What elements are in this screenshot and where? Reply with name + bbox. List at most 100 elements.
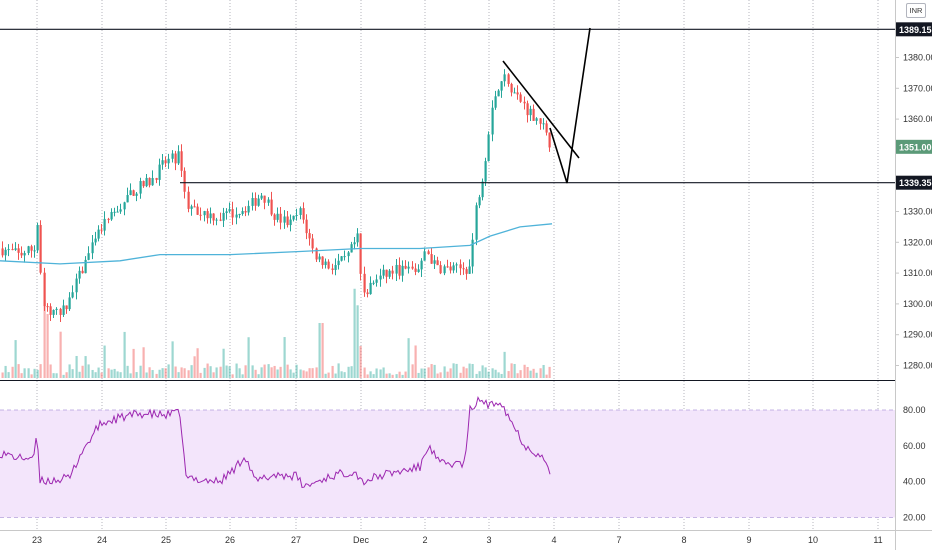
projection-path <box>549 27 591 184</box>
candle-body <box>446 266 449 268</box>
candle-body <box>545 123 548 133</box>
support-price-badge: 1339.35 <box>899 178 932 188</box>
candle-body <box>52 309 55 315</box>
candle-body <box>273 214 276 220</box>
candle-body <box>91 242 94 254</box>
currency-badge[interactable]: INR <box>906 3 926 18</box>
support-price-badge-bg <box>896 175 932 190</box>
candle-body <box>404 265 407 269</box>
candle-body <box>340 256 343 261</box>
volume-bar <box>379 369 382 378</box>
volume-bar <box>139 365 142 378</box>
candle-body <box>363 273 366 293</box>
volume-bar <box>526 367 529 378</box>
candle-body <box>302 208 305 220</box>
volume-bar <box>119 372 122 378</box>
volume-bar <box>270 367 273 378</box>
volume-bar <box>407 338 410 378</box>
volume-bar <box>331 365 334 378</box>
volume-bar <box>484 367 487 378</box>
candle-body <box>107 218 110 220</box>
volume-bar <box>103 345 106 378</box>
volume-bar <box>443 366 446 378</box>
volume-bar <box>116 371 119 378</box>
candle-body <box>455 264 458 266</box>
candle-body <box>94 238 97 243</box>
volume-bar <box>462 366 465 378</box>
volume-bar <box>190 365 193 378</box>
candle-body <box>510 83 513 93</box>
candle-body <box>500 81 503 91</box>
volume-bar <box>436 373 439 378</box>
volume-bar <box>478 371 481 378</box>
candle-body <box>183 170 186 192</box>
candle-body <box>359 233 362 274</box>
time-axis-label: 2 <box>422 535 427 545</box>
volume-bar <box>439 372 442 378</box>
candle-body <box>148 177 151 186</box>
candle-body <box>193 206 196 208</box>
candle-body <box>97 229 100 239</box>
candle-body <box>1 248 4 256</box>
candle-body <box>327 261 330 269</box>
volume-bar <box>318 323 321 378</box>
candle-body <box>462 268 465 270</box>
volume-bar <box>404 371 407 378</box>
volume-bar <box>321 323 324 378</box>
candle-body <box>180 151 183 171</box>
candle-body <box>449 266 452 271</box>
volume-bar <box>433 364 436 378</box>
candle-body <box>71 292 74 298</box>
candle-body <box>471 239 474 267</box>
volume-bar <box>369 371 372 378</box>
volume-bar <box>391 374 394 378</box>
price-axis-label: 1300.00 <box>903 299 932 309</box>
volume-bar <box>251 365 254 378</box>
volume-bar <box>1 372 4 378</box>
volume-bar <box>36 369 39 378</box>
candle-body <box>113 211 116 213</box>
candle-body <box>388 270 391 277</box>
resistance-price-badge-bg <box>896 22 932 37</box>
candle-body <box>311 238 314 249</box>
candle-body <box>427 251 430 255</box>
candle-body <box>199 214 202 216</box>
volume-bar <box>158 369 161 378</box>
volume-bar <box>388 373 391 378</box>
volume-bar <box>228 366 231 378</box>
volume-bar <box>430 364 433 378</box>
candle-body <box>222 212 225 221</box>
candle-body <box>430 254 433 264</box>
candle-body <box>14 248 17 250</box>
candle-body <box>516 92 519 95</box>
resistance-price-badge: 1389.15 <box>899 25 932 35</box>
volume-bar <box>423 368 426 378</box>
volume-bar <box>481 365 484 378</box>
time-axis-label: 23 <box>32 535 42 545</box>
volume-bar <box>193 356 196 378</box>
candle-body <box>62 305 65 315</box>
volume-bar <box>507 371 510 378</box>
volume-bar <box>257 374 260 378</box>
candle-body <box>244 211 247 213</box>
volume-bar <box>510 363 513 378</box>
candle-body <box>167 158 170 164</box>
volume-bar <box>535 372 538 378</box>
candle-body <box>366 292 369 295</box>
candle-body <box>465 269 468 274</box>
price-axis-label: 1280.00 <box>903 361 932 371</box>
candle-body <box>206 211 209 219</box>
volume-bar <box>225 365 228 378</box>
volume-bar <box>542 364 545 378</box>
candle-body <box>481 181 484 198</box>
candle-body <box>247 205 250 213</box>
volume-bar <box>148 367 151 378</box>
candle-body <box>407 266 410 269</box>
volume-bar <box>475 373 478 378</box>
volume-bar <box>206 363 209 378</box>
candle-body <box>20 252 23 256</box>
price-axis-label: 1290.00 <box>903 330 932 340</box>
candle-body <box>494 96 497 108</box>
